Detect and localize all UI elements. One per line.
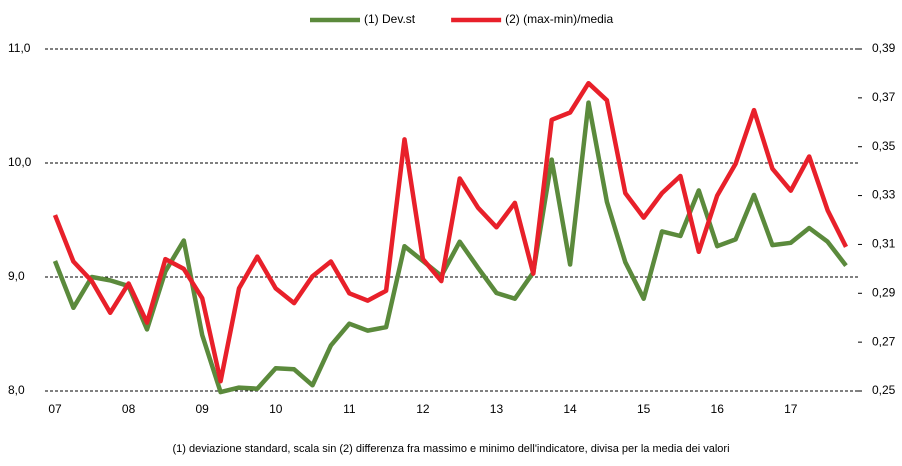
x-tick-label: 17 (784, 402, 798, 416)
y2-tick-label: 0,25 (872, 383, 896, 397)
y2-tick-label: 0,31 (872, 237, 896, 251)
x-tick-label: 10 (269, 402, 283, 416)
x-tick-label: 15 (637, 402, 651, 416)
legend-label: (2) (max-min)/media (505, 12, 613, 26)
x-tick-label: 14 (563, 402, 577, 416)
x-tick-label: 09 (195, 402, 209, 416)
x-tick-label: 12 (416, 402, 430, 416)
footnote: (1) deviazione standard, scala sin (2) d… (172, 443, 729, 455)
y-tick-label: 11,0 (8, 41, 31, 55)
y2-tick-label: 0,37 (872, 90, 896, 104)
y2-tick-label: 0,35 (872, 139, 896, 153)
y2-tick-label: 0,39 (872, 41, 896, 55)
x-tick-label: 11 (343, 402, 356, 416)
x-tick-label: 07 (48, 402, 62, 416)
legend-label: (1) Dev.st (364, 12, 416, 26)
y2-tick-label: 0,33 (872, 188, 896, 202)
y-tick-label: 9,0 (8, 269, 25, 283)
data-line (52, 100, 848, 395)
x-tick-label: 08 (122, 402, 136, 416)
x-tick-label: 13 (490, 402, 504, 416)
y2-tick-label: 0,27 (872, 334, 896, 348)
x-tick-label: 16 (711, 402, 725, 416)
y2-tick-label: 0,29 (872, 285, 896, 299)
y-tick-label: 10,0 (8, 155, 32, 169)
y-tick-label: 8,0 (8, 383, 25, 397)
data-line (52, 80, 849, 384)
